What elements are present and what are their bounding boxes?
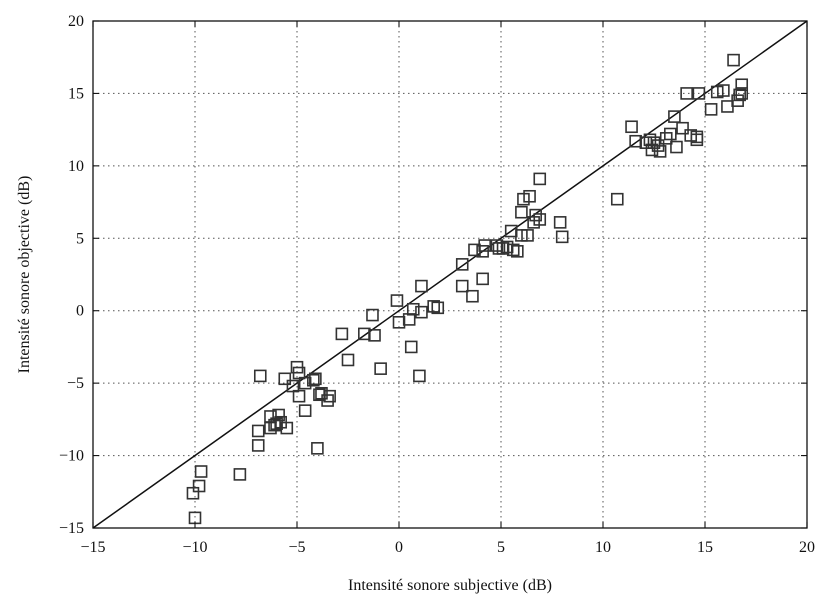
- data-point-square: [704, 103, 718, 116]
- data-point-square: [690, 133, 704, 147]
- data-point-square: [272, 408, 285, 422]
- data-point-square: [404, 340, 418, 354]
- data-point-square: [366, 308, 379, 322]
- data-points: [186, 53, 749, 525]
- data-point-square: [431, 301, 445, 315]
- data-point-square: [321, 394, 334, 407]
- data-point-square: [496, 242, 510, 255]
- data-point-square: [311, 442, 324, 455]
- y-tick-label: 10: [68, 158, 84, 175]
- data-point-square: [298, 404, 312, 417]
- data-point-square: [506, 243, 520, 257]
- y-tick-label: 0: [76, 303, 84, 320]
- x-tick-label: 10: [595, 539, 611, 556]
- data-point-square: [515, 205, 528, 219]
- x-tick-label: 20: [799, 539, 815, 556]
- data-point-square: [466, 289, 479, 303]
- data-point-square: [553, 216, 567, 229]
- y-tick-labels: −15 −10 −5 0 5 10 15 20: [59, 13, 84, 537]
- data-point-square: [533, 213, 547, 226]
- y-tick-label: 20: [68, 13, 84, 30]
- data-point-square: [415, 279, 428, 293]
- y-tick-label: 15: [68, 85, 84, 102]
- data-point-square: [533, 172, 547, 186]
- data-point-square: [680, 87, 693, 100]
- data-point-square: [194, 465, 208, 478]
- data-point-square: [692, 87, 706, 100]
- data-point-square: [280, 421, 294, 435]
- data-point-square: [555, 230, 569, 244]
- data-point-square: [251, 439, 265, 452]
- data-point-square: [733, 88, 746, 102]
- axis-ticks: [92, 20, 808, 529]
- data-point-square: [253, 369, 267, 383]
- data-point-square: [511, 245, 524, 258]
- data-point-square: [270, 417, 283, 431]
- data-point-square: [192, 479, 206, 493]
- data-point-square: [368, 329, 381, 342]
- data-point-square: [323, 389, 336, 403]
- grid-lines: [93, 21, 807, 528]
- data-point-square: [521, 229, 534, 242]
- data-point-square: [468, 243, 481, 257]
- data-point-square: [664, 127, 677, 141]
- x-axis-label: Intensité sonore subjective (dB): [348, 577, 552, 594]
- data-point-square: [676, 121, 689, 135]
- data-point-square: [374, 362, 387, 375]
- data-point-square: [476, 272, 489, 286]
- data-point-square: [298, 376, 312, 390]
- data-point-square: [415, 305, 428, 319]
- data-point-square: [307, 373, 320, 387]
- data-point-square: [523, 189, 536, 203]
- x-tick-label: −10: [182, 539, 207, 556]
- x-tick-label: 15: [697, 539, 713, 556]
- reference-line: [92, 20, 808, 529]
- y-tick-label: −10: [59, 448, 84, 465]
- data-point-square: [335, 327, 349, 341]
- data-point-square: [735, 87, 749, 100]
- data-point-square: [233, 468, 247, 481]
- x-tick-label: −5: [288, 539, 305, 556]
- data-point-square: [455, 279, 469, 293]
- x-tick-label: 5: [497, 539, 505, 556]
- data-point-square: [610, 192, 624, 206]
- y-tick-label: −5: [67, 375, 84, 392]
- data-point-square: [341, 353, 355, 367]
- x-tick-label: −15: [80, 539, 105, 556]
- data-point-square: [309, 372, 322, 386]
- data-point-square: [668, 110, 681, 123]
- data-point-square: [278, 372, 292, 386]
- data-point-square: [659, 132, 673, 145]
- y-tick-label: 5: [76, 230, 84, 247]
- data-point-square: [717, 84, 730, 97]
- data-point-square: [406, 302, 420, 316]
- data-point-square: [529, 208, 542, 222]
- data-point-square: [390, 294, 404, 307]
- data-point-square: [727, 53, 740, 67]
- data-point-square: [402, 313, 416, 326]
- data-point-square: [292, 389, 306, 403]
- data-point-square: [625, 120, 638, 134]
- data-point-square: [670, 140, 683, 154]
- data-point-square: [653, 145, 667, 158]
- plot-frame: [92, 20, 808, 529]
- data-point-square: [735, 78, 749, 92]
- y-tick-label: −15: [59, 520, 84, 537]
- data-point-square: [413, 369, 426, 383]
- data-point-square: [455, 258, 469, 271]
- data-point-square: [358, 327, 371, 341]
- data-point-square: [251, 424, 265, 438]
- data-point-square: [478, 239, 491, 252]
- data-point-square: [427, 300, 440, 313]
- y-axis-label: Intensité sonore objective (dB): [16, 176, 33, 374]
- x-tick-labels: −15 −10 −5 0 5 10 15 20: [80, 539, 815, 556]
- data-point-square: [721, 100, 734, 113]
- x-tick-label: 0: [395, 539, 403, 556]
